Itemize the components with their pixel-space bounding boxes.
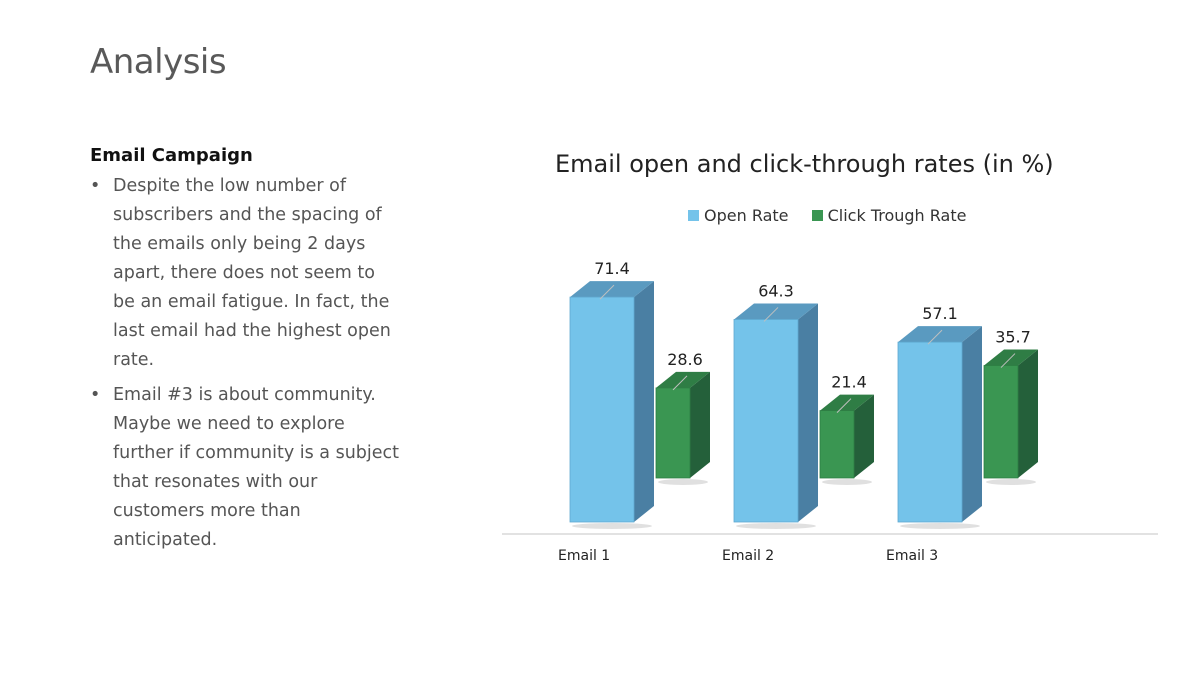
x-tick-label: Email 3 <box>886 548 938 564</box>
bar-shadow <box>572 523 652 529</box>
bar-shadow <box>658 479 708 485</box>
bar-click-rate <box>655 387 691 479</box>
bar-side-open-rate <box>798 303 818 522</box>
bar-click-rate <box>983 365 1019 479</box>
section-heading: Email Campaign <box>90 145 253 166</box>
slide-title: Analysis <box>90 42 227 82</box>
bar-top-open-rate <box>734 303 818 320</box>
bar-shadow <box>822 479 872 485</box>
bar-top-open-rate <box>898 326 982 343</box>
bar-open-rate <box>733 319 799 523</box>
bullet-item: Email #3 is about community. Maybe we ne… <box>90 381 400 555</box>
chart-container: Email open and click-through rates (in %… <box>500 140 1160 580</box>
legend-swatch-click-rate <box>811 210 823 221</box>
bar-click-rate <box>819 410 855 479</box>
data-label: 35.7 <box>995 328 1031 347</box>
data-label-leader <box>1000 353 1016 368</box>
bar-top-open-rate <box>570 281 654 298</box>
legend-label: Click Trough Rate <box>827 206 967 225</box>
legend-item-click-rate: Click Trough Rate <box>811 206 967 225</box>
legend-label: Open Rate <box>704 206 789 225</box>
bar-side-click-rate <box>690 371 710 478</box>
bar-shadow <box>736 523 816 529</box>
x-tick-label: Email 1 <box>558 548 610 564</box>
legend-item-open-rate: Open Rate <box>688 206 789 225</box>
legend-swatch-open-rate <box>688 210 699 221</box>
bar-chart: 28.6 71.4 Email 1 21.4 64.3 Email 2 35.7 57.1 Em… <box>502 259 1158 564</box>
data-label-leader <box>836 398 852 413</box>
x-tick-label: Email 2 <box>722 548 774 564</box>
data-label: 57.1 <box>922 304 958 323</box>
data-label: 21.4 <box>831 373 867 392</box>
bar-side-open-rate <box>962 326 982 522</box>
data-label-leader <box>763 307 779 322</box>
bar-shadow <box>986 479 1036 485</box>
bar-side-click-rate <box>1018 349 1038 478</box>
bar-open-rate <box>897 341 963 523</box>
notes-panel: Email Campaign Despite the low number of… <box>90 145 400 561</box>
chart-title: Email open and click-through rates (in %… <box>555 150 1054 178</box>
data-label: 28.6 <box>667 350 703 369</box>
data-label-leader <box>599 284 615 300</box>
data-label-leader <box>672 375 688 391</box>
bar-open-rate <box>569 296 635 523</box>
bullet-list: Despite the low number of subscribers an… <box>90 172 400 555</box>
data-label: 64.3 <box>758 281 794 300</box>
chart-legend: Open Rate Click Trough Rate <box>688 206 984 225</box>
bar-side-open-rate <box>634 281 654 522</box>
data-label-leader <box>927 329 943 345</box>
data-label: 71.4 <box>594 259 630 278</box>
bar-shadow <box>900 523 980 529</box>
bullet-item: Despite the low number of subscribers an… <box>90 172 400 375</box>
bar-side-click-rate <box>854 394 874 478</box>
